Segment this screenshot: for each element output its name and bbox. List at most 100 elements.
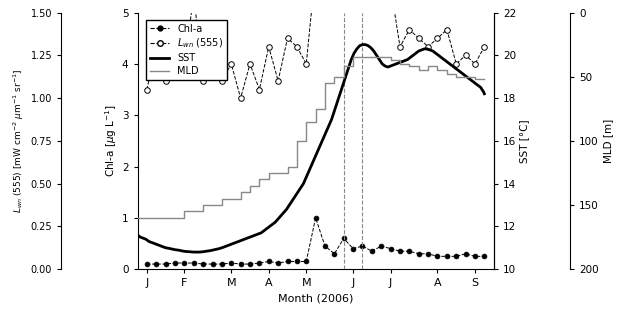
Chl-a (162, 262, 169, 266)
$L_{wn}$ (555) (265, 45, 272, 49)
Chl-a (462, 252, 469, 256)
MLD (462, 75, 469, 79)
Chl-a (396, 249, 404, 253)
MLD (349, 56, 357, 59)
SST (359, 43, 366, 47)
MLD (443, 72, 451, 76)
Chl-a (246, 262, 254, 266)
SST (440, 58, 448, 61)
Chl-a (256, 261, 263, 265)
Chl-a (171, 261, 179, 265)
MLD (387, 58, 394, 62)
$L_{wn}$ (555) (209, 45, 216, 49)
Y-axis label: $L_{wn}$ (555) [mW cm$^{-2}$ $\mu$m$^{-1}$ sr$^{-1}$]: $L_{wn}$ (555) [mW cm$^{-2}$ $\mu$m$^{-1… (12, 69, 26, 213)
Chl-a (312, 216, 319, 220)
SST (432, 51, 439, 55)
Chl-a (143, 262, 151, 266)
Chl-a (209, 262, 216, 266)
MLD (378, 56, 385, 59)
MLD (171, 216, 179, 220)
Chl-a (349, 247, 357, 250)
MLD (415, 69, 422, 72)
Chl-a (228, 261, 235, 265)
$L_{wn}$ (555) (171, 28, 179, 32)
Chl-a (218, 262, 226, 266)
$L_{wn}$ (555) (481, 45, 488, 49)
MLD (331, 75, 338, 79)
MLD (434, 69, 441, 72)
$L_{wn}$ (555) (274, 79, 282, 83)
Chl-a (452, 254, 460, 258)
Line: MLD: MLD (138, 58, 484, 218)
$L_{wn}$ (555) (246, 62, 254, 66)
Chl-a (359, 244, 366, 248)
Line: SST: SST (138, 45, 484, 252)
MLD (199, 203, 207, 207)
Chl-a (302, 259, 310, 263)
$L_{wn}$ (555) (434, 36, 441, 40)
Chl-a (406, 249, 413, 253)
$L_{wn}$ (555) (143, 88, 151, 91)
MLD (312, 107, 319, 111)
MLD (256, 177, 263, 181)
$L_{wn}$ (555) (162, 79, 169, 83)
$L_{wn}$ (555) (181, 62, 188, 66)
$L_{wn}$ (555) (396, 45, 404, 49)
MLD (452, 75, 460, 79)
MLD (471, 77, 479, 81)
Chl-a (152, 262, 160, 266)
MLD (293, 139, 301, 143)
$L_{wn}$ (555) (256, 88, 263, 91)
MLD (424, 64, 432, 68)
Chl-a (237, 262, 244, 266)
Chl-a (274, 261, 282, 265)
Chl-a (331, 252, 338, 256)
Line: $L_{wn}$ (555): $L_{wn}$ (555) (144, 0, 487, 101)
$L_{wn}$ (555) (424, 45, 432, 49)
Chl-a (293, 259, 301, 263)
MLD (481, 77, 488, 81)
SST (226, 243, 234, 246)
MLD (302, 120, 310, 124)
Chl-a (434, 254, 441, 258)
MLD (134, 216, 141, 220)
X-axis label: Month (2006): Month (2006) (278, 294, 353, 304)
$L_{wn}$ (555) (152, 45, 160, 49)
$L_{wn}$ (555) (237, 96, 244, 100)
SST (353, 47, 361, 51)
MLD (237, 190, 244, 194)
$L_{wn}$ (555) (293, 45, 301, 49)
Chl-a (378, 244, 385, 248)
$L_{wn}$ (555) (228, 62, 235, 66)
MLD (396, 62, 404, 66)
Chl-a (424, 252, 432, 256)
Legend: Chl-a, $L_{wn}$ (555), SST, MLD: Chl-a, $L_{wn}$ (555), SST, MLD (146, 20, 227, 80)
$L_{wn}$ (555) (415, 36, 422, 40)
MLD (321, 81, 329, 85)
MLD (359, 56, 366, 59)
SST (134, 233, 141, 237)
Y-axis label: SST [°C]: SST [°C] (519, 119, 529, 163)
Chl-a (265, 259, 272, 263)
$L_{wn}$ (555) (462, 54, 469, 57)
Chl-a (340, 237, 348, 240)
MLD (406, 64, 413, 68)
MLD (265, 171, 272, 175)
$L_{wn}$ (555) (284, 36, 291, 40)
MLD (284, 165, 291, 168)
$L_{wn}$ (555) (302, 62, 310, 66)
$L_{wn}$ (555) (218, 79, 226, 83)
SST (190, 250, 198, 254)
Chl-a (387, 247, 394, 250)
$L_{wn}$ (555) (471, 62, 479, 66)
MLD (181, 210, 188, 213)
$L_{wn}$ (555) (406, 28, 413, 32)
MLD (340, 64, 348, 68)
Chl-a (415, 252, 422, 256)
Y-axis label: MLD [m]: MLD [m] (603, 119, 613, 163)
Chl-a (190, 261, 198, 265)
Chl-a (181, 261, 188, 265)
$L_{wn}$ (555) (452, 62, 460, 66)
Chl-a (368, 249, 376, 253)
Chl-a (321, 244, 329, 248)
